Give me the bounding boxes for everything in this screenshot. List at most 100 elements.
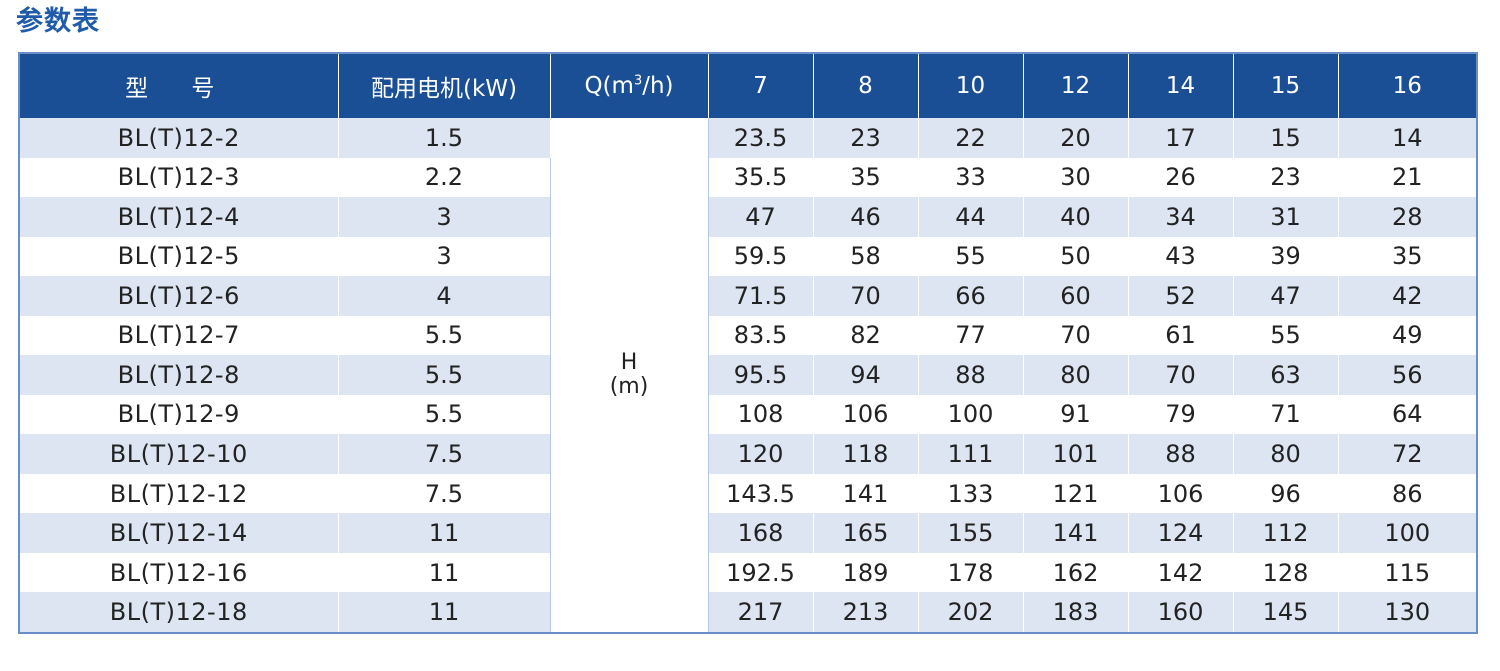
head-value-cell: 22	[918, 118, 1024, 158]
head-value-cell: 44	[918, 197, 1024, 237]
head-label-cell: H (m)	[549, 118, 709, 632]
model-cell: BL(T)12-6	[20, 276, 339, 316]
head-value-cell: 88	[1128, 434, 1234, 474]
head-value-cell: 189	[813, 552, 919, 593]
head-value-cell: 133	[918, 473, 1024, 514]
head-value-cell: 70	[1023, 315, 1129, 356]
head-value-cell: 95.5	[708, 355, 814, 395]
header-flow-value: 14	[1128, 54, 1234, 118]
model-cell: BL(T)12-9	[20, 394, 339, 435]
head-value-cell: 94	[813, 355, 919, 395]
table-row: BL(T)12-14 11 168 165 155 141 124 112 100	[20, 513, 1476, 553]
table-row: BL(T)12-2 1.5 H (m) 23.5 23 22 20 17 15 14	[20, 118, 1476, 632]
head-value-cell: 71	[1233, 394, 1339, 435]
head-value-cell: 100	[1338, 513, 1476, 553]
head-value-cell: 34	[1128, 197, 1234, 237]
head-value-cell: 120	[708, 434, 814, 474]
head-value-cell: 33	[918, 157, 1024, 198]
header-flow-suffix: /h)	[642, 73, 674, 99]
head-value-cell: 20	[1023, 118, 1129, 158]
head-value-cell: 46	[813, 197, 919, 237]
head-value-cell: 121	[1023, 473, 1129, 514]
table-row: BL(T)12-18 11 217 213 202 183 160 145 130	[20, 592, 1476, 632]
header-flow-prefix: Q(m	[584, 73, 634, 99]
head-value-cell: 141	[1023, 513, 1129, 553]
head-value-cell: 35	[813, 157, 919, 198]
head-value-cell: 43	[1128, 236, 1234, 277]
head-value-cell: 160	[1128, 592, 1234, 632]
header-flow-sup: 3	[633, 73, 643, 89]
motor-power-cell: 5.5	[338, 355, 551, 395]
head-value-cell: 106	[1128, 473, 1234, 514]
header-flow-value: 7	[708, 54, 814, 118]
head-value-cell: 130	[1338, 592, 1476, 632]
head-value-cell: 143.5	[708, 473, 814, 514]
table-row: BL(T)12-4 3 47 46 44 40 34 31 28	[20, 197, 1476, 237]
head-value-cell: 61	[1128, 315, 1234, 356]
header-flow-value: 16	[1338, 54, 1476, 118]
head-label-symbol: H	[620, 350, 638, 375]
table-row: BL(T)12-7 5.5 83.5 82 77 70 61 55 49	[20, 315, 1476, 356]
motor-power-cell: 3	[338, 236, 551, 277]
head-value-cell: 100	[918, 394, 1024, 435]
head-value-cell: 35	[1338, 236, 1476, 277]
model-cell: BL(T)12-7	[20, 315, 339, 356]
head-value-cell: 213	[813, 592, 919, 632]
head-value-cell: 39	[1233, 236, 1339, 277]
motor-power-cell: 7.5	[338, 434, 551, 474]
head-value-cell: 88	[918, 355, 1024, 395]
head-value-cell: 21	[1338, 157, 1476, 198]
header-flow-value: 12	[1023, 54, 1129, 118]
head-value-cell: 55	[918, 236, 1024, 277]
head-value-cell: 79	[1128, 394, 1234, 435]
header-flow-value: 10	[918, 54, 1024, 118]
head-value-cell: 83.5	[708, 315, 814, 356]
head-value-cell: 55	[1233, 315, 1339, 356]
head-label-unit: (m)	[609, 374, 649, 399]
parameter-table-grid: 型 号 配用电机(kW) Q(m3/h) 7 8 10 12 14 15 16 …	[20, 54, 1476, 632]
head-value-cell: 71.5	[708, 276, 814, 316]
head-value-cell: 202	[918, 592, 1024, 632]
head-value-cell: 77	[918, 315, 1024, 356]
head-value-cell: 145	[1233, 592, 1339, 632]
model-cell: BL(T)12-3	[20, 157, 339, 198]
head-value-cell: 178	[918, 552, 1024, 593]
head-value-cell: 66	[918, 276, 1024, 316]
head-value-cell: 58	[813, 236, 919, 277]
head-value-cell: 63	[1233, 355, 1339, 395]
head-value-cell: 47	[1233, 276, 1339, 316]
head-value-cell: 14	[1338, 118, 1476, 158]
head-value-cell: 60	[1023, 276, 1129, 316]
table-row: BL(T)12-5 3 59.5 58 55 50 43 39 35	[20, 236, 1476, 277]
table-row: BL(T)12-9 5.5 108 106 100 91 79 71 64	[20, 394, 1476, 435]
table-header-row: 型 号 配用电机(kW) Q(m3/h) 7 8 10 12 14 15 16	[20, 54, 1476, 118]
head-value-cell: 192.5	[708, 552, 814, 593]
table-row: BL(T)12-6 4 71.5 70 66 60 52 47 42	[20, 276, 1476, 316]
head-value-cell: 52	[1128, 276, 1234, 316]
head-value-cell: 168	[708, 513, 814, 553]
head-value-cell: 30	[1023, 157, 1129, 198]
head-value-cell: 35.5	[708, 157, 814, 198]
head-value-cell: 80	[1233, 434, 1339, 474]
motor-power-cell: 4	[338, 276, 551, 316]
head-value-cell: 40	[1023, 197, 1129, 237]
head-value-cell: 17	[1128, 118, 1234, 158]
motor-power-cell: 11	[338, 513, 551, 553]
head-value-cell: 80	[1023, 355, 1129, 395]
motor-power-cell: 3	[338, 197, 551, 237]
head-value-cell: 50	[1023, 236, 1129, 277]
model-cell: BL(T)12-5	[20, 236, 339, 277]
header-motor: 配用电机(kW)	[338, 54, 551, 118]
head-value-cell: 59.5	[708, 236, 814, 277]
head-value-cell: 86	[1338, 473, 1476, 514]
head-value-cell: 56	[1338, 355, 1476, 395]
head-value-cell: 28	[1338, 197, 1476, 237]
head-value-cell: 72	[1338, 434, 1476, 474]
head-value-cell: 23	[813, 118, 919, 158]
head-value-cell: 23	[1233, 157, 1339, 198]
head-value-cell: 15	[1233, 118, 1339, 158]
head-value-cell: 26	[1128, 157, 1234, 198]
head-value-cell: 70	[1128, 355, 1234, 395]
header-model: 型 号	[20, 54, 339, 118]
head-value-cell: 106	[813, 394, 919, 435]
